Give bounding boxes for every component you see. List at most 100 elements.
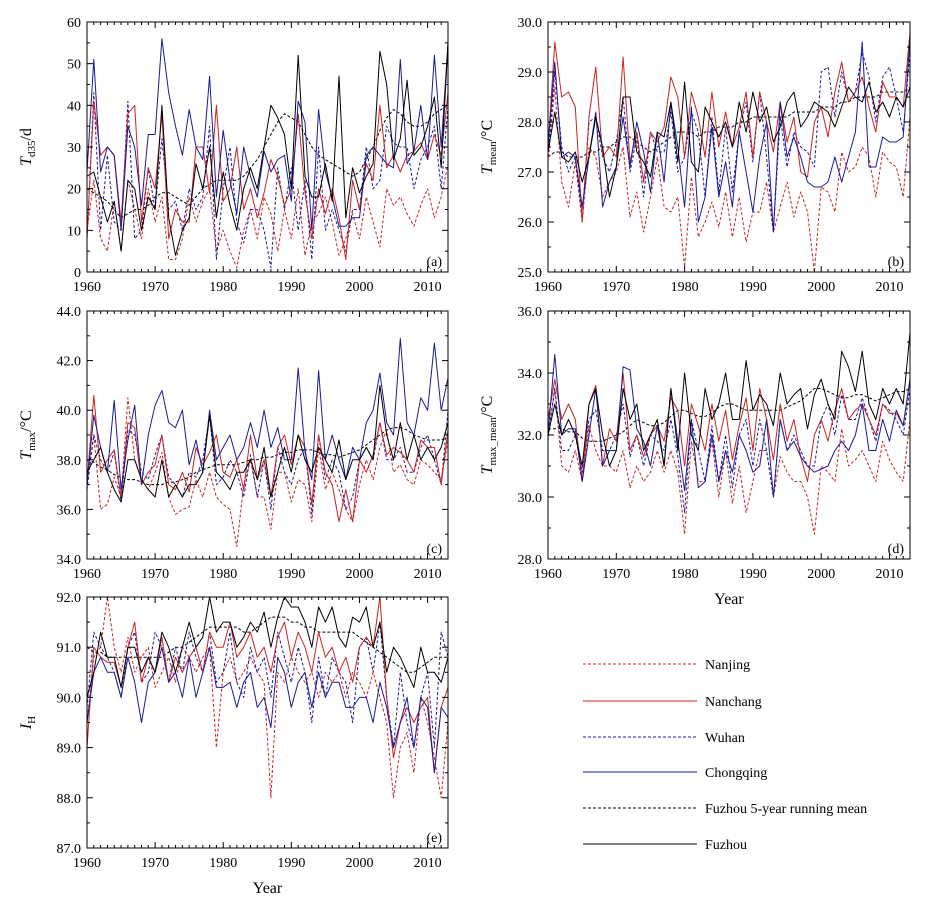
x-tick-label: 1990 [277,280,305,295]
series-line-nanjing [87,597,448,799]
legend: Nanjing Nanchang Wuhan Chongqing Fuzhou 5-ye… [583,658,867,853]
x-tick-label: 1960 [534,567,562,582]
y-label-symbol: T [479,164,496,174]
x-tick-label: 1960 [73,567,101,582]
panel-d-label: (d) [888,542,905,557]
series-line-chongqing [87,646,448,774]
x-tick-label: 1980 [209,280,237,295]
y-label-unit: /°C [18,410,35,432]
y-tick-label: 42.0 [57,355,82,370]
x-tick-label: 1990 [739,280,767,295]
panel-c-series [87,337,448,548]
panel-c-label: (c) [426,542,442,557]
legend-item-fuzhou-5-year-running-mean: Fuzhou 5-year running mean [583,802,867,817]
panel-a-label: (a) [426,255,442,270]
x-tick-label: 1960 [534,280,562,295]
panel-b-label: (b) [888,255,905,270]
x-tick-label: 1980 [671,567,699,582]
series-line-nanchang [87,394,448,523]
panel-e-series [87,597,448,799]
y-tick-label: 28.0 [518,116,543,131]
x-tick-label: 2010 [876,280,904,295]
y-tick-label: 88.0 [57,792,82,807]
y-label-symbol: T [18,156,35,166]
y-tick-label: 87.0 [57,842,82,857]
y-tick-label: 40.0 [57,404,82,419]
x-tick-label: 1990 [277,856,305,871]
x-tick-label: 2010 [414,567,442,582]
y-label-unit: /°C [479,396,496,418]
x-tick-label: 2010 [876,567,904,582]
panel-a-y-axis-label: Td35/d [18,128,38,166]
x-tick-label: 1980 [209,856,237,871]
y-label-subscript: mean [487,141,499,165]
panel-e-x-axis-label: Year [253,880,283,897]
legend-label: Fuzhou [705,838,747,853]
y-tick-label: 20 [67,183,81,198]
series-line-nanchang [87,92,448,260]
y-label-unit: /°C [479,120,496,142]
y-tick-label: 32.0 [518,429,543,444]
series-line-nanjing [87,163,448,269]
legend-label: Wuhan [705,731,745,746]
x-tick-label: 2000 [345,856,373,871]
x-tick-label: 2010 [414,856,442,871]
y-tick-label: 40 [67,99,81,114]
series-line-wuhan [87,410,448,515]
y-tick-label: 89.0 [57,742,82,757]
panel-d-y-axis-label: Tmax_mean/°C [479,396,499,475]
x-tick-label: 1980 [671,280,699,295]
y-label-subscript: max [26,431,38,450]
x-tick-label: 1970 [141,856,169,871]
y-tick-label: 29.0 [518,66,543,81]
y-label-symbol: I [18,723,35,730]
y-tick-label: 30.0 [518,16,543,31]
y-tick-label: 60 [67,16,81,31]
x-tick-label: 2000 [807,280,835,295]
y-label-symbol: T [18,450,35,460]
panel-a-series [87,38,448,269]
series-line-fuzhou [87,597,448,698]
legend-label: Nanchang [705,695,762,710]
y-label-subscript: d35 [26,140,38,157]
x-tick-label: 2000 [345,280,373,295]
y-tick-label: 44.0 [57,305,82,320]
y-tick-label: 50 [67,58,81,73]
y-tick-label: 34.0 [518,367,543,382]
series-line-wuhan [548,51,910,233]
panel-c: 1960 1970 1980 1990 2000 2010 34.0 36.0 38.0 40.0… [18,305,449,582]
legend-label: Fuzhou 5-year running mean [705,802,867,817]
legend-label: Chongqing [705,766,767,781]
series-line-nanjing [548,86,910,272]
y-label-unit: /d [18,128,35,140]
y-tick-label: 90.0 [57,691,82,706]
series-line-fuzhou [87,42,448,256]
panel-b-y-axis-label: Tmean/°C [479,120,499,174]
series-line-fuzhou [548,81,910,198]
x-tick-label: 1960 [73,280,101,295]
legend-item-wuhan: Wuhan [583,731,745,746]
y-tick-label: 30.0 [518,491,543,506]
series-line-nanchang [87,597,448,774]
panel-d: 1960 1970 1980 1990 2000 2010 28.0 30.0 32.0 34.0… [479,305,911,608]
legend-item-nanchang: Nanchang [583,695,762,710]
panel-e: 1960 1970 1980 1990 2000 2010 87.0 88.0 89.0 90.0… [18,591,449,897]
y-tick-label: 25.0 [518,266,543,281]
series-line-fuzhou [87,384,448,503]
panel-e-y-axis-label: IH [18,716,38,730]
series-line-wuhan [87,621,448,749]
legend-item-fuzhou: Fuzhou [583,838,747,853]
x-tick-label: 1970 [602,280,630,295]
panel-a: 1960 1970 1980 1990 2000 2010 0 10 20 30 40 50 60 Td3… [18,16,449,295]
series-line-chongqing [548,353,910,498]
y-tick-label: 10 [67,224,81,239]
y-tick-label: 36.0 [57,503,82,518]
x-tick-label: 2010 [414,280,442,295]
y-tick-label: 28.0 [518,553,543,568]
series-line-fuzhou [548,332,910,467]
series-line-wuhan [548,388,910,513]
legend-item-nanjing: Nanjing [583,658,750,673]
panel-b-series [548,31,910,272]
y-tick-label: 92.0 [57,591,82,606]
